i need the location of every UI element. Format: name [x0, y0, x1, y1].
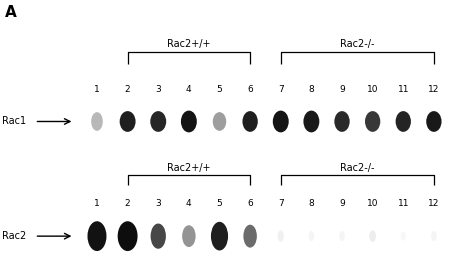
- Ellipse shape: [273, 111, 289, 132]
- Text: 6: 6: [247, 85, 253, 94]
- Text: 8: 8: [309, 199, 314, 208]
- Ellipse shape: [401, 232, 406, 241]
- Text: 2: 2: [125, 199, 130, 208]
- Text: Rac2+/+: Rac2+/+: [167, 38, 210, 49]
- Text: 7: 7: [278, 85, 283, 94]
- Ellipse shape: [118, 221, 137, 251]
- Text: Rac1: Rac1: [2, 117, 27, 126]
- Text: 12: 12: [428, 199, 439, 208]
- Ellipse shape: [309, 231, 314, 241]
- Text: 1: 1: [94, 199, 100, 208]
- Ellipse shape: [151, 224, 166, 249]
- Ellipse shape: [365, 111, 380, 132]
- Ellipse shape: [431, 231, 437, 241]
- Ellipse shape: [339, 231, 345, 241]
- Text: Rac2+/+: Rac2+/+: [167, 163, 210, 173]
- Text: Rac2: Rac2: [2, 231, 27, 241]
- Text: 3: 3: [155, 199, 161, 208]
- Ellipse shape: [91, 112, 103, 131]
- Text: 4: 4: [186, 85, 191, 94]
- Ellipse shape: [182, 225, 196, 247]
- Ellipse shape: [369, 230, 376, 242]
- Text: A: A: [5, 5, 17, 20]
- Ellipse shape: [150, 111, 166, 132]
- Ellipse shape: [303, 111, 319, 132]
- Text: 2: 2: [125, 85, 130, 94]
- Ellipse shape: [211, 222, 228, 251]
- Text: 11: 11: [398, 199, 409, 208]
- Text: 8: 8: [309, 85, 314, 94]
- Ellipse shape: [119, 111, 136, 132]
- Ellipse shape: [334, 111, 350, 132]
- Text: 11: 11: [398, 85, 409, 94]
- Text: 9: 9: [339, 85, 345, 94]
- Text: Rac2-/-: Rac2-/-: [340, 38, 374, 49]
- Text: 7: 7: [278, 199, 283, 208]
- Text: 3: 3: [155, 85, 161, 94]
- Text: 10: 10: [367, 199, 378, 208]
- Ellipse shape: [243, 225, 257, 248]
- Ellipse shape: [213, 112, 226, 131]
- Text: 5: 5: [217, 199, 222, 208]
- Text: 6: 6: [247, 199, 253, 208]
- Ellipse shape: [396, 111, 411, 132]
- Text: Rac2-/-: Rac2-/-: [340, 163, 374, 173]
- Text: 10: 10: [367, 85, 378, 94]
- Text: 5: 5: [217, 85, 222, 94]
- Text: 4: 4: [186, 199, 191, 208]
- Text: 1: 1: [94, 85, 100, 94]
- Ellipse shape: [88, 221, 107, 251]
- Ellipse shape: [278, 230, 284, 242]
- Ellipse shape: [181, 111, 197, 132]
- Ellipse shape: [243, 111, 258, 132]
- Text: 9: 9: [339, 199, 345, 208]
- Ellipse shape: [426, 111, 442, 132]
- Text: 12: 12: [428, 85, 439, 94]
